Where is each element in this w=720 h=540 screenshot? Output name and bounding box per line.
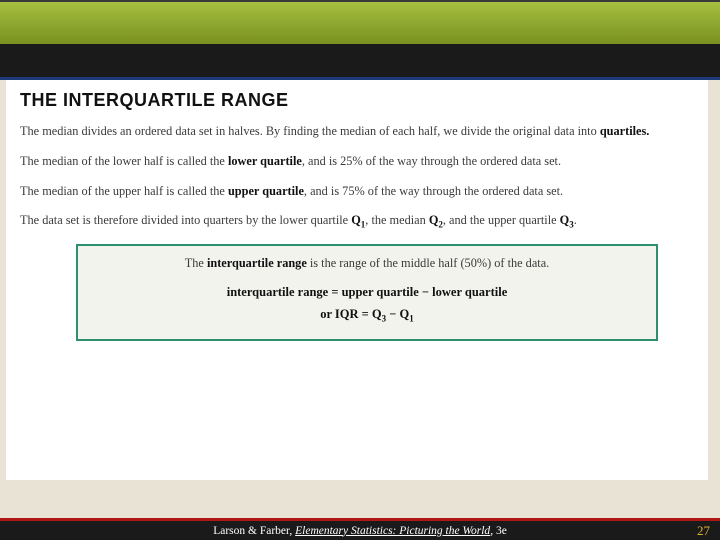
text: . <box>574 213 577 227</box>
text: The median of the lower half is called t… <box>20 154 228 168</box>
text: The <box>185 256 207 270</box>
text: The median divides an ordered data set i… <box>20 124 600 138</box>
page-number: 27 <box>697 523 710 539</box>
text: is the range of the middle half (50%) of… <box>307 256 549 270</box>
edition: , 3e <box>490 525 507 537</box>
text: The data set is therefore divided into q… <box>20 213 351 227</box>
term-iqr: interquartile range <box>207 256 307 270</box>
footer-citation: Larson & Farber, Elementary Statistics: … <box>213 525 507 537</box>
symbol-q1: Q1 <box>351 213 365 227</box>
page-title: THE INTERQUARTILE RANGE <box>20 90 694 111</box>
text: , the median <box>365 213 429 227</box>
formula-words: interquartile range = upper quartile − l… <box>92 281 642 304</box>
text: The median of the upper half is called t… <box>20 184 228 198</box>
term-quartiles: quartiles. <box>600 124 650 138</box>
term-upper-quartile: upper quartile <box>228 184 304 198</box>
book-title: Elementary Statistics: Picturing the Wor… <box>295 525 490 537</box>
content-panel: THE INTERQUARTILE RANGE The median divid… <box>6 80 708 480</box>
text: , and is 75% of the way through the orde… <box>304 184 563 198</box>
definition-text: The interquartile range is the range of … <box>92 256 642 271</box>
symbol-q3: Q3 <box>560 213 574 227</box>
text: , and is 25% of the way through the orde… <box>302 154 561 168</box>
paragraph-2: The median of the lower half is called t… <box>20 153 694 171</box>
authors: Larson & Farber, <box>213 525 295 537</box>
paragraph-4: The data set is therefore divided into q… <box>20 212 694 232</box>
term-lower-quartile: lower quartile <box>228 154 302 168</box>
footer-bar: Larson & Farber, Elementary Statistics: … <box>0 518 720 540</box>
paragraph-3: The median of the upper half is called t… <box>20 183 694 201</box>
symbol-q2: Q2 <box>429 213 443 227</box>
header-gradient-bar <box>0 0 720 52</box>
definition-box: The interquartile range is the range of … <box>76 244 658 341</box>
paragraph-1: The median divides an ordered data set i… <box>20 123 694 141</box>
text: , and the upper quartile <box>443 213 560 227</box>
formula-symbols: or IQR = Q3 − Q1 <box>92 303 642 327</box>
